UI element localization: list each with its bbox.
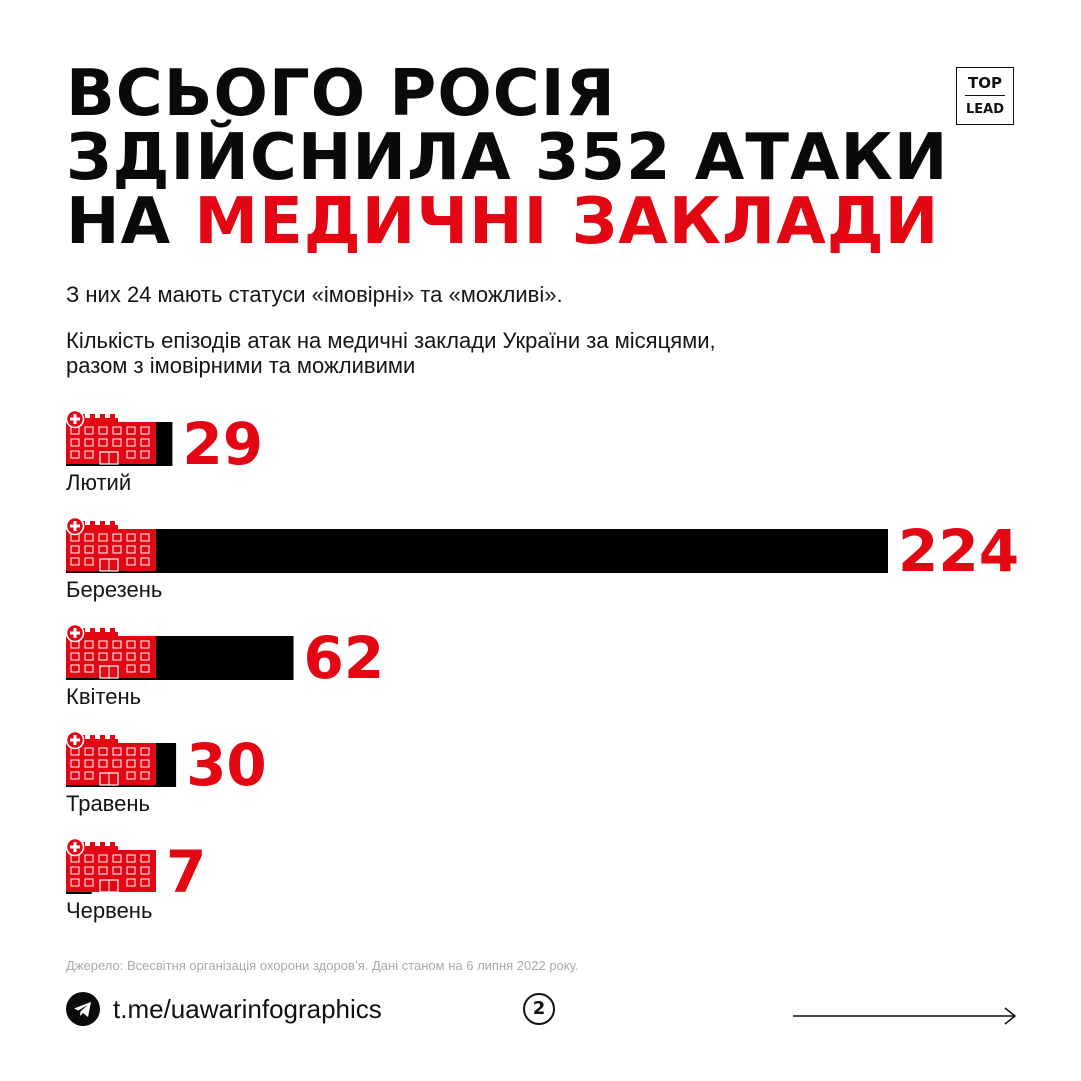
logo-top-text: TOP [968, 74, 1002, 92]
value-label-2: 224 [898, 517, 1019, 585]
category-label-2: Березень [66, 577, 162, 602]
title-line-2: ЗДІЙСНИЛА 352 АТАКИ [66, 121, 949, 195]
title-line-3: НА МЕДИЧНІ ЗАКЛАДИ [66, 190, 946, 254]
title-line-3-prefix: НА [66, 185, 195, 259]
category-label-3: Квітень [66, 684, 141, 709]
category-label-5: Червень [66, 898, 152, 923]
category-label-4: Травень [66, 791, 150, 816]
value-label-1: 29 [182, 410, 263, 478]
logo-bottom-text: LEAD [965, 102, 1005, 117]
hospital-building-icon [65, 516, 156, 572]
description-line-1: Кількість епізодів атак на медичні закла… [66, 328, 716, 353]
telegram-icon[interactable] [66, 992, 100, 1026]
value-label-3: 62 [304, 624, 385, 692]
telegram-link[interactable]: t.me/uawarinfographics [113, 994, 382, 1024]
value-label-5: 7 [166, 838, 206, 906]
value-label-4: 30 [186, 731, 267, 799]
hospital-building-icon [65, 409, 156, 465]
description-line-2: разом з імовірними та можливими [66, 353, 416, 378]
title-accent: МЕДИЧНІ ЗАКЛАДИ [194, 185, 940, 259]
logo-divider [965, 95, 1005, 96]
hospital-building-icon [65, 837, 156, 893]
subtitle: З них 24 мають статуси «імовірні» та «мо… [66, 282, 563, 307]
hospital-building-icon [65, 623, 156, 679]
page-title: ВСЬОГО РОСІЯ ЗДІЙСНИЛА 352 АТАКИ НА МЕДИ… [66, 57, 949, 254]
category-label-1: Лютий [66, 470, 131, 495]
top-lead-logo: TOP LEAD [956, 67, 1014, 125]
title-line-1: ВСЬОГО РОСІЯ [66, 57, 616, 131]
source-note: Джерело: Всесвітня організація охорони з… [66, 958, 579, 973]
hospital-building-icon [65, 730, 156, 786]
bar-2 [66, 529, 888, 573]
page-number-badge: 2 [523, 993, 555, 1025]
chart-description: Кількість епізодів атак на медичні закла… [66, 328, 886, 378]
arrow-right-icon[interactable] [793, 1006, 1017, 1026]
